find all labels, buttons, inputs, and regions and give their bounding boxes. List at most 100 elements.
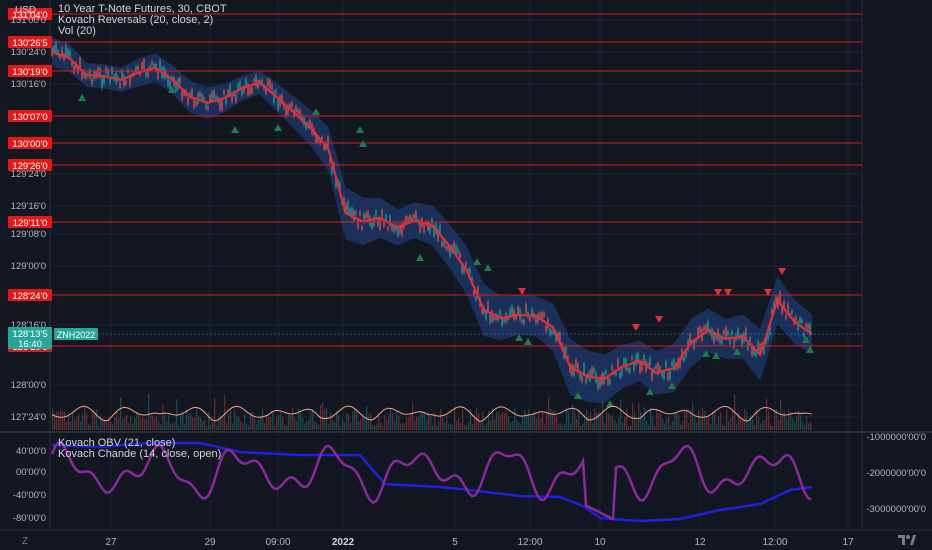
candle-body [275, 90, 277, 94]
volume-bar [802, 422, 804, 430]
indicator-reversals-label[interactable]: Kovach Reversals (20, close, 2) [58, 14, 214, 26]
indicator-chande-label[interactable]: Kovach Chande (14, close, open) [58, 448, 222, 460]
candle-body [473, 289, 475, 295]
volume-bar [242, 422, 244, 430]
candle-body [725, 327, 727, 339]
volume-bar [518, 422, 520, 430]
volume-bar [742, 420, 744, 430]
volume-bar [338, 414, 340, 430]
volume-bar [688, 423, 690, 430]
reversal-up-marker [231, 126, 239, 133]
volume-bar [172, 423, 174, 430]
volume-bar [698, 410, 700, 430]
volume-bar [654, 425, 656, 430]
volume-bar [510, 422, 512, 430]
candle-body [689, 333, 691, 345]
time-tick-label: 12:00 [762, 537, 787, 548]
candle-body [661, 371, 663, 377]
level-label-bg [8, 110, 52, 122]
price-axis: 131'00'0 130'24'0 130'16'0 129'24'0 129'16'0… [11, 15, 46, 423]
volume-bar [620, 400, 622, 430]
candle-body [503, 318, 505, 323]
candle-body [107, 69, 109, 77]
volume-bar [204, 420, 206, 430]
candle-body [487, 301, 489, 312]
candle-body [673, 358, 675, 370]
candle-body [797, 322, 799, 331]
candle-body [629, 367, 631, 373]
candle-body [273, 91, 275, 103]
reversal-down-marker [655, 316, 663, 323]
candle-body [449, 246, 451, 257]
candle-body [79, 57, 81, 69]
volume-bar [90, 425, 92, 430]
volume-bar [674, 413, 676, 430]
volume-bar [502, 411, 504, 430]
volume-bar [390, 408, 392, 430]
candle-body [805, 323, 807, 328]
candle-body [99, 67, 101, 78]
volume-bar [512, 420, 514, 430]
volume-bar [776, 408, 778, 430]
volume-bar [462, 409, 464, 430]
price-tag-bg [8, 327, 52, 349]
instrument-title[interactable]: 10 Year T-Note Futures, 30, CBOT [58, 3, 227, 15]
volume-bar [260, 417, 262, 430]
candle-body [191, 88, 193, 99]
candle-body [651, 370, 653, 381]
volume-bar [240, 421, 242, 430]
candle-body [643, 355, 645, 364]
level-label: 131'04'0 [12, 10, 47, 21]
volume-bar [174, 421, 176, 430]
volume-bar [156, 416, 158, 430]
tradingview-logo-icon [898, 535, 916, 545]
volume-bar [246, 423, 248, 430]
candle-body [591, 367, 593, 377]
volume-bar [708, 417, 710, 430]
candle-body [801, 319, 803, 324]
candle-body [81, 72, 83, 80]
corner-label: Z [22, 536, 29, 547]
lower-right-tick-label: -1000000'00'0 [866, 432, 926, 443]
volume-bar [418, 416, 420, 430]
candle-body [485, 309, 487, 320]
candle-body [239, 80, 241, 88]
volume-bar [564, 423, 566, 430]
candle-body [391, 225, 393, 231]
volume-bar [100, 414, 102, 430]
volume-bar [310, 411, 312, 430]
volume-bar [410, 413, 412, 430]
volume-bar [396, 410, 398, 430]
candle-body [231, 93, 233, 103]
current-price-tag: 128'13'516:40 ZNH2022 [8, 327, 862, 350]
candle-body [53, 45, 55, 53]
candle-body [89, 69, 91, 79]
indicator-obv-label[interactable]: Kovach OBV (21, close) [58, 437, 176, 449]
volume-bar [584, 414, 586, 430]
volume-bar [668, 416, 670, 430]
volume-bar [84, 405, 86, 430]
price-tick-label: 131'00'0 [11, 15, 46, 26]
candle-body [615, 372, 617, 376]
candle-body [729, 336, 731, 345]
volume-bar [656, 408, 658, 430]
level-label: 129'26'0 [12, 161, 47, 172]
level-label-bg [8, 137, 52, 149]
volume-bar [636, 420, 638, 430]
volume-bar [102, 420, 104, 430]
candle-body [781, 305, 783, 314]
volume-bar [128, 423, 130, 430]
volume-bar [378, 413, 380, 430]
candle-body [287, 105, 289, 115]
candle-body [199, 92, 201, 97]
volume-bar [724, 425, 726, 430]
volume-bar [346, 411, 348, 430]
indicator-volume-label[interactable]: Vol (20) [58, 25, 96, 37]
volume-bar [808, 423, 810, 430]
reversal-up-marker [702, 350, 710, 357]
volume-bar [552, 410, 554, 430]
candle-body [713, 332, 715, 344]
volume-bar [596, 413, 598, 430]
